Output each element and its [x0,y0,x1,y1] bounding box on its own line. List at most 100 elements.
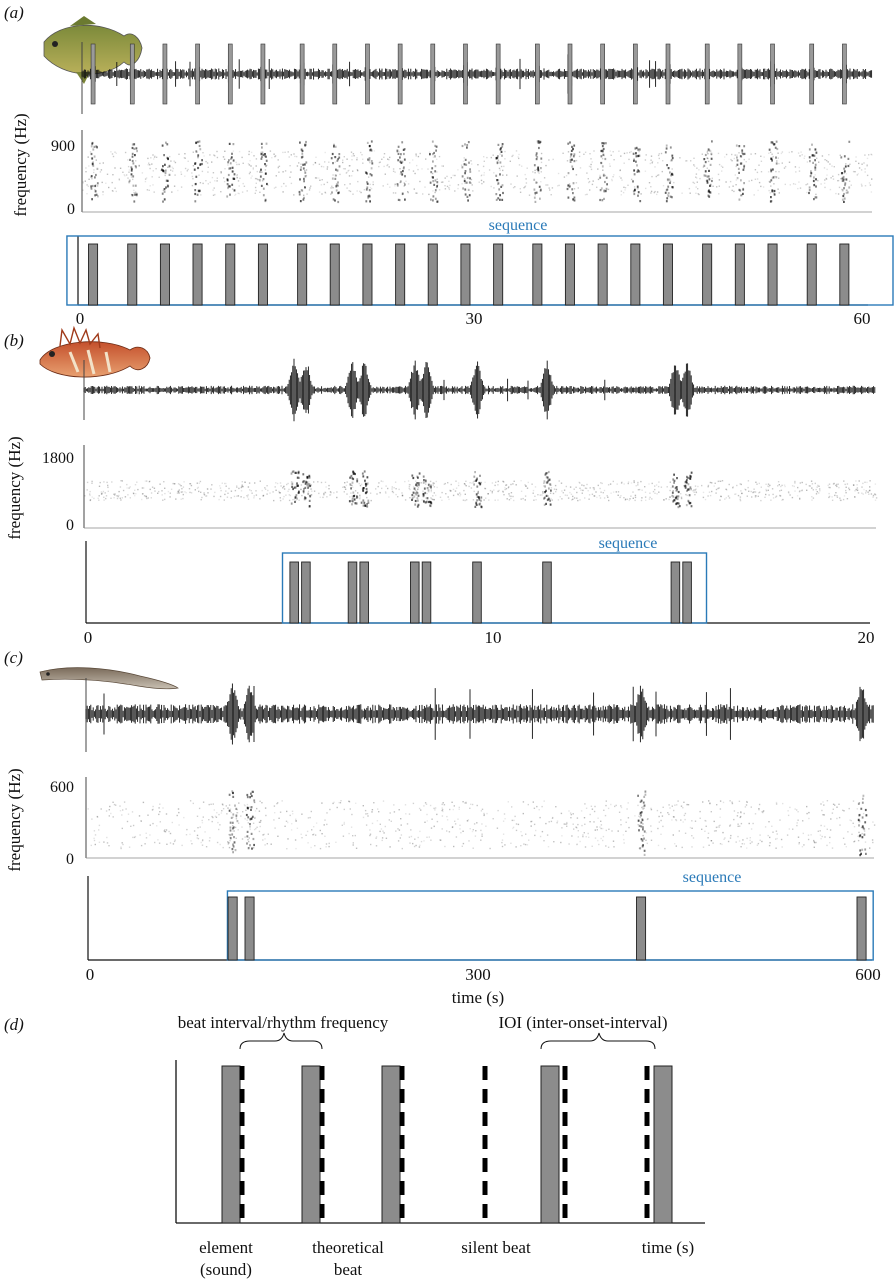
spectrogram-energy [199,163,202,166]
spectrogram-energy [162,170,165,173]
spectrogram-noise-dot [526,844,529,846]
spectrogram-energy [641,818,644,821]
spectrogram-noise-dot [255,490,257,492]
spectrogram-noise-dot [748,180,750,182]
spectrogram-energy [352,470,355,473]
spectrogram-noise-dot [457,484,460,487]
spectrogram-noise-dot [806,812,808,815]
spectrogram-energy [466,176,469,179]
spectrogram-noise-dot [758,803,761,806]
spectrogram-noise-dot [499,169,501,171]
spectrogram-noise-dot [481,182,483,185]
spectrogram-noise-dot [759,834,761,836]
spectrogram-noise-dot [237,822,240,824]
spectrogram-energy [131,143,134,146]
spectrogram-noise-dot [494,484,496,487]
spectrogram-noise-dot [519,191,522,193]
spectrogram-noise-dot [870,493,873,495]
spectrogram-noise-dot [503,165,505,168]
spectrogram-noise-dot [588,165,591,168]
spectrogram-noise-dot [830,177,832,179]
spectrogram-noise-dot [191,843,193,845]
spectrogram-energy [228,142,231,145]
spectrogram-noise-dot [252,847,255,849]
spectrogram-noise-dot [343,821,345,824]
spectrogram-energy [91,142,94,146]
spectrogram-noise-dot [248,164,251,166]
spectrogram-noise-dot [119,805,121,807]
spectrogram-noise-dot [459,824,461,826]
spectrogram-noise-dot [165,829,168,831]
spectrogram-energy [686,475,688,478]
spectrogram-noise-dot [328,842,330,845]
spectrogram-noise-dot [510,497,512,500]
spectrogram-energy [431,167,434,170]
spectrogram-energy [397,184,399,187]
spectrogram-noise-dot [346,171,348,174]
spectrogram-energy [775,162,778,165]
spectrogram-noise-dot [221,482,223,484]
spectrogram-noise-dot [89,499,91,502]
spectrogram-noise-dot [715,492,717,494]
spectrogram-noise-dot [459,493,462,496]
spectrogram-noise-dot [170,169,172,171]
spectrogram-noise-dot [499,153,501,155]
spectrogram-noise-dot [356,159,358,161]
spectrogram-energy [366,181,368,184]
spectrogram-energy [843,197,846,200]
spectrogram-noise-dot [185,492,187,494]
spectrogram-noise-dot [401,847,403,850]
spectrogram-noise-dot [450,490,452,492]
spectrogram-energy [841,172,843,175]
spectrogram-noise-dot [527,481,529,484]
spectrogram-noise-dot [548,483,551,485]
spectrogram-noise-dot [731,801,733,803]
spectrogram-energy [367,196,370,199]
spectrogram-noise-dot [742,187,744,189]
spectrogram-noise-dot [735,184,737,186]
spectrogram-energy [353,498,356,501]
spectrogram-noise-dot [791,496,794,499]
spectrogram-noise-dot [584,487,587,489]
spectrogram-noise-dot [241,838,244,840]
spectrogram-noise-dot [326,823,328,826]
spectrogram-energy [540,167,542,170]
spectrogram-energy [299,178,301,181]
spectrogram-noise-dot [223,177,225,179]
spectrogram-noise-dot [260,151,262,154]
spectrogram-noise-dot [709,802,711,804]
spectrogram-noise-dot [236,163,238,166]
spectrogram-noise-dot [344,482,346,484]
spectrogram-energy [743,152,746,155]
spectrogram-noise-dot [587,832,589,835]
spectrogram-noise-dot [351,495,354,497]
spectrogram-noise-dot [93,830,96,832]
spectrogram-energy [710,157,713,160]
spectrogram-noise-dot [159,811,161,813]
spectrogram-energy [599,198,601,202]
spectrogram-noise-dot [542,491,544,493]
spectrogram-energy [689,474,692,477]
spectrogram-noise-dot [400,824,402,826]
spectrogram-energy [858,813,861,817]
spectrogram-energy [230,816,233,819]
spectrogram-noise-dot [341,824,343,826]
spectrogram-energy [770,141,773,144]
spectrogram-noise-dot [469,807,471,809]
spectrogram-energy [812,161,814,164]
spectrogram-energy [429,504,431,507]
spectrogram-noise-dot [165,813,168,815]
spectrogram-energy [501,143,504,146]
spectrogram-energy [399,199,401,202]
spectrogram-noise-dot [319,179,321,181]
spectrogram-noise-dot [196,834,199,837]
spectrogram-noise-dot [646,842,648,845]
spectrogram-noise-dot [177,189,179,192]
spectrogram-energy [573,199,576,202]
spectrogram-energy [299,141,301,144]
spectrogram-energy [230,156,233,159]
waveform-trace [85,683,874,745]
spectrogram-noise-dot [788,161,791,163]
spectrogram-noise-dot [158,176,160,178]
spectrogram-noise-dot [813,841,815,843]
